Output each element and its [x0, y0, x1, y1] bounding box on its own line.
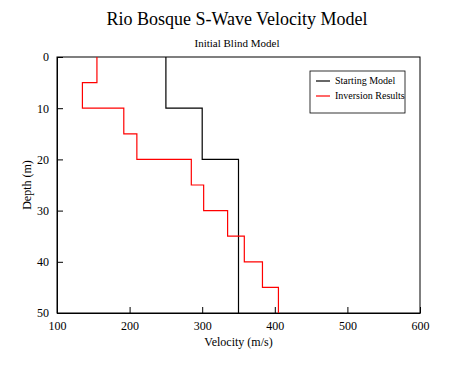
- y-tick-label: 20: [37, 153, 49, 167]
- y-tick: 20: [37, 153, 63, 167]
- x-tick-mark: [347, 307, 348, 313]
- x-axis-title: Velocity (m/s): [204, 335, 272, 349]
- x-tick-label: 200: [121, 319, 139, 333]
- plot-frame: [57, 57, 420, 313]
- legend-swatch: [316, 80, 330, 81]
- y-axis: 0 10 20 30 40 50: [37, 50, 63, 320]
- x-tick: 500: [339, 307, 357, 333]
- y-tick-label: 50: [37, 306, 49, 320]
- y-tick-label: 40: [37, 255, 49, 269]
- legend-box: [310, 71, 405, 113]
- x-tick-label: 300: [194, 319, 212, 333]
- subtitle: Initial Blind Model: [195, 37, 280, 49]
- y-tick-mark: [57, 108, 63, 109]
- x-tick: 300: [194, 307, 212, 333]
- plot-area: [82, 57, 278, 313]
- x-tick-mark: [202, 307, 203, 313]
- y-tick-label: 30: [37, 204, 49, 218]
- y-axis-title: Depth (m): [20, 160, 34, 210]
- x-tick-label: 600: [412, 319, 430, 333]
- title: Rio Bosque S-Wave Velocity Model: [106, 9, 367, 29]
- x-tick: 400: [266, 307, 284, 333]
- x-tick-mark: [275, 307, 276, 313]
- chart: Rio Bosque S-Wave Velocity Model Initial …: [0, 0, 474, 366]
- x-tick-label: 400: [266, 319, 284, 333]
- series-line: [82, 57, 278, 313]
- y-tick-mark: [57, 159, 63, 160]
- legend-label: Inversion Results: [335, 90, 405, 101]
- y-tick-label: 0: [43, 50, 49, 64]
- legend-label: Starting Model: [335, 75, 395, 86]
- y-tick: 10: [37, 102, 63, 116]
- x-tick-mark: [130, 307, 131, 313]
- x-tick-label: 500: [339, 319, 357, 333]
- y-tick-label: 10: [37, 102, 49, 116]
- y-tick: 30: [37, 204, 63, 218]
- x-tick-label: 100: [49, 319, 67, 333]
- y-tick-mark: [57, 262, 63, 263]
- y-tick-mark: [57, 211, 63, 212]
- legend: Starting Model Inversion Results: [310, 71, 405, 113]
- legend-swatch: [316, 95, 330, 96]
- x-tick: 200: [121, 307, 139, 333]
- y-tick: 40: [37, 255, 63, 269]
